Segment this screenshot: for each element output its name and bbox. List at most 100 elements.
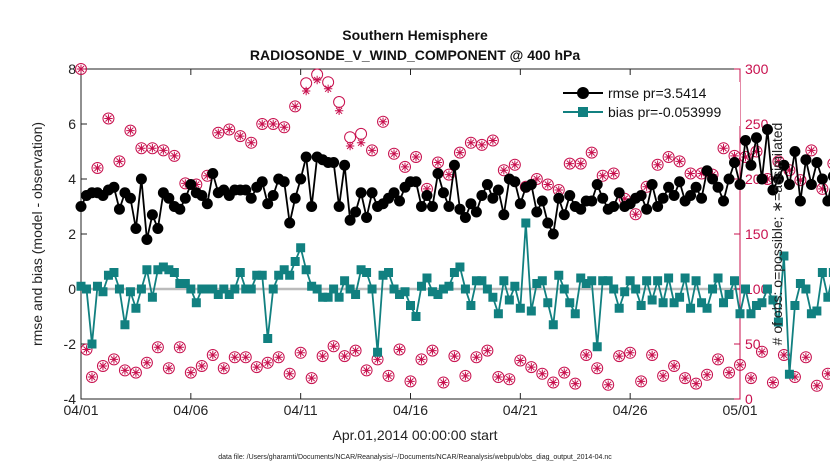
rmse-point [597, 192, 609, 204]
rmse-point [701, 165, 713, 177]
legend-box [558, 82, 740, 126]
bias-point [587, 276, 597, 286]
obs-assimilated-point [126, 126, 135, 135]
bias-point [252, 270, 262, 280]
y-right-tick-label: 50 [745, 336, 761, 352]
rmse-point [262, 198, 274, 210]
rmse-point [663, 181, 675, 193]
rmse-point [767, 184, 779, 196]
obs-possible-point [267, 118, 280, 130]
obs-assimilated-point [389, 149, 399, 158]
obs-assimilated-point [367, 146, 377, 155]
bias-point [257, 270, 267, 280]
obs-possible-point [113, 155, 126, 168]
legend-bias-marker [578, 107, 588, 117]
obs-assimilated-point [697, 169, 706, 178]
bias-point [499, 276, 509, 286]
obs-possible-point [525, 361, 538, 374]
obs-count-markers [75, 63, 830, 392]
rmse-point [613, 187, 625, 199]
rmse-point [778, 159, 790, 171]
obs-assimilated-point [120, 366, 130, 375]
bias-point [680, 273, 690, 283]
bias-point [285, 270, 295, 280]
obs-assimilated-point [450, 351, 459, 361]
bias-point [609, 284, 619, 294]
obs-possible-point [96, 360, 109, 372]
obs-assimilated-point [208, 350, 217, 360]
bias-point [784, 369, 794, 379]
y-tick-label: 0 [68, 281, 76, 297]
bias-point [548, 320, 558, 330]
bias-point [521, 218, 531, 228]
obs-assimilated-point [510, 160, 520, 169]
rmse-point [245, 192, 257, 204]
obs-assimilated-point [812, 381, 822, 390]
obs-assimilated-point [417, 355, 426, 364]
obs-possible-point [701, 368, 714, 381]
obs-possible-point [744, 372, 757, 385]
obs-possible-point [712, 353, 725, 366]
obs-assimilated-point [790, 372, 800, 382]
obs-assimilated-point [274, 353, 283, 362]
obs-assimilated-point [477, 140, 487, 150]
x-tick-label: 04/16 [393, 402, 428, 418]
bias-point [433, 290, 443, 299]
obs-assimilated-point [653, 160, 662, 169]
bias-point [296, 243, 306, 253]
obs-possible-point [399, 160, 412, 173]
obs-assimilated-point [631, 210, 640, 219]
rmse-point [454, 203, 466, 215]
chart-subtitle: RADIOSONDE_V_WIND_COMPONENT @ 400 hPa [250, 47, 580, 63]
bias-point [477, 276, 487, 286]
obs-possible-point [651, 158, 664, 171]
obs-possible-point [580, 349, 593, 361]
bias-point [224, 290, 234, 299]
obs-assimilated-point [823, 369, 830, 378]
y-tick-label: 6 [68, 116, 76, 132]
bias-point [263, 334, 273, 343]
obs-assimilated-point [115, 157, 124, 166]
bias-point [658, 298, 668, 308]
obs-assimilated-point [494, 372, 503, 382]
obs-possible-point [453, 146, 466, 159]
obs-assimilated-point [225, 125, 234, 134]
obs-assimilated-point [269, 119, 278, 129]
obs-assimilated-point [636, 377, 646, 386]
obs-assimilated-point [175, 343, 185, 352]
bias-point [373, 347, 383, 357]
obs-possible-point [766, 376, 779, 389]
obs-possible-point [409, 151, 422, 163]
obs-assimilated-point [159, 146, 168, 155]
bias-point [537, 276, 547, 286]
bias-point [730, 276, 740, 286]
obs-assimilated-point [724, 368, 734, 377]
bias-point [669, 298, 679, 308]
obs-assimilated-point [340, 351, 349, 361]
obs-assimilated-point [444, 170, 454, 179]
obs-possible-point [168, 149, 181, 162]
obs-assimilated-point [373, 355, 382, 364]
rmse-point [696, 192, 708, 204]
obs-assimilated-point [609, 169, 618, 178]
obs-assimilated-point [625, 348, 635, 357]
obs-assimilated-point [247, 138, 256, 147]
bias-point [510, 281, 520, 291]
chart-title: Southern Hemisphere [342, 27, 488, 43]
bias-point [488, 292, 498, 302]
obs-possible-point [305, 372, 318, 385]
obs-possible-point [382, 369, 395, 382]
obs-assimilated-point [669, 361, 679, 371]
rmse-point [718, 195, 730, 207]
obs-possible-point [497, 164, 510, 177]
rmse-point [652, 201, 664, 212]
rmse-point [492, 184, 504, 196]
obs-possible-point [173, 341, 186, 354]
bias-point [131, 303, 141, 313]
rmse-point [707, 173, 719, 185]
obs-possible-point [234, 130, 247, 143]
rmse-point [509, 176, 521, 188]
bias-point [356, 265, 366, 275]
obs-assimilated-point [148, 144, 157, 153]
